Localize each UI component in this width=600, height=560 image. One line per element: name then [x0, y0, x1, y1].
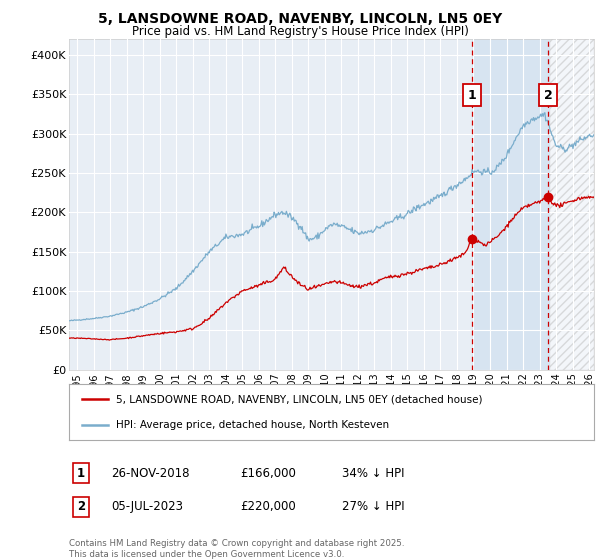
Text: 2: 2 [77, 500, 85, 514]
Bar [472, 39, 550, 370]
Text: 5, LANSDOWNE ROAD, NAVENBY, LINCOLN, LN5 0EY (detached house): 5, LANSDOWNE ROAD, NAVENBY, LINCOLN, LN5… [116, 394, 483, 404]
Text: HPI: Average price, detached house, North Kesteven: HPI: Average price, detached house, Nort… [116, 420, 389, 430]
Text: £220,000: £220,000 [240, 500, 296, 514]
Text: 5, LANSDOWNE ROAD, NAVENBY, LINCOLN, LN5 0EY: 5, LANSDOWNE ROAD, NAVENBY, LINCOLN, LN5… [98, 12, 502, 26]
Text: Contains HM Land Registry data © Crown copyright and database right 2025.
This d: Contains HM Land Registry data © Crown c… [69, 539, 404, 559]
Text: 26-NOV-2018: 26-NOV-2018 [111, 466, 190, 480]
Text: 05-JUL-2023: 05-JUL-2023 [111, 500, 183, 514]
Text: 34% ↓ HPI: 34% ↓ HPI [342, 466, 404, 480]
Bar [550, 39, 594, 370]
Text: 27% ↓ HPI: 27% ↓ HPI [342, 500, 404, 514]
Text: 2: 2 [544, 89, 553, 102]
Text: £166,000: £166,000 [240, 466, 296, 480]
Text: 1: 1 [467, 89, 476, 102]
Text: 1: 1 [77, 466, 85, 480]
Text: Price paid vs. HM Land Registry's House Price Index (HPI): Price paid vs. HM Land Registry's House … [131, 25, 469, 38]
